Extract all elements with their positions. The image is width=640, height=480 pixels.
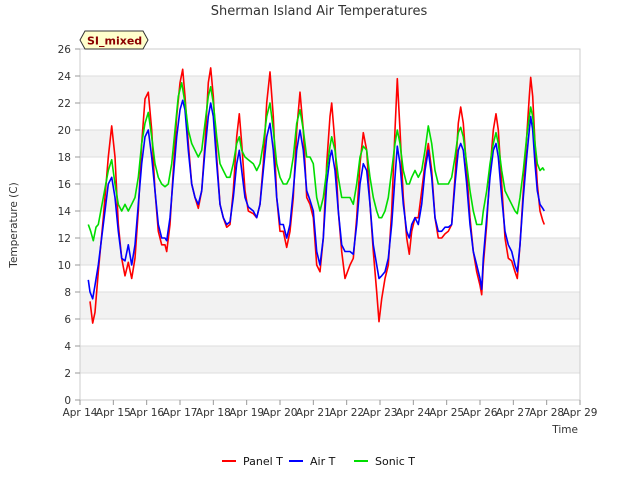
series-line-sonic-t <box>87 82 545 242</box>
x-tick-label: Apr 14 <box>63 407 98 419</box>
series-line-air-t <box>87 99 545 300</box>
y-tick-label: 6 <box>64 314 71 326</box>
x-tick-label: Apr 27 <box>496 407 531 419</box>
x-tick-label: Apr 19 <box>229 407 264 419</box>
x-tick-label: Apr 15 <box>96 407 131 419</box>
y-tick-label: 0 <box>64 395 71 407</box>
series-line-panel-t <box>89 67 546 324</box>
grid-band <box>80 346 580 373</box>
y-tick-label: 14 <box>58 206 72 218</box>
series-lines <box>87 67 546 324</box>
plot-frame <box>79 48 581 401</box>
x-tick-label: Apr 24 <box>396 407 431 419</box>
legend-label: Air T <box>310 455 336 468</box>
x-tick-label: Apr 20 <box>263 407 298 419</box>
grid-band <box>80 184 580 211</box>
grid-band <box>80 76 580 103</box>
y-tick-label: 4 <box>64 341 71 353</box>
chart-title: Sherman Island Air Temperatures <box>211 4 428 19</box>
x-tick-label: Apr 17 <box>163 407 198 419</box>
site-badge: SI_mixed <box>79 30 149 50</box>
legend-label: Panel T <box>243 455 283 468</box>
x-tick-label: Apr 26 <box>463 407 498 419</box>
y-axis-label: Temperature (C) <box>8 182 20 268</box>
y-tick-label: 10 <box>58 260 71 272</box>
x-tick-label: Apr 29 <box>563 407 598 419</box>
x-axis-label: Time <box>551 424 578 436</box>
x-tick-label: Apr 25 <box>429 407 464 419</box>
legend-label: Sonic T <box>375 455 415 468</box>
x-tick-label: Apr 23 <box>363 407 398 419</box>
y-tick-label: 26 <box>58 44 72 56</box>
y-tick-label: 18 <box>58 152 71 164</box>
badge-text: SI_mixed <box>87 35 142 48</box>
grid-band <box>80 292 580 319</box>
x-tick-label: Apr 21 <box>296 407 331 419</box>
legend: Panel T Air T Sonic T <box>222 455 415 468</box>
y-tick-label: 2 <box>64 368 71 380</box>
y-tick-label: 8 <box>64 287 71 299</box>
grid-band <box>80 238 580 265</box>
x-tick-label: Apr 18 <box>196 407 231 419</box>
x-tick-label: Apr 16 <box>129 407 164 419</box>
y-tick-label: 20 <box>58 125 71 137</box>
x-tick-label: Apr 28 <box>529 407 564 419</box>
y-tick-label: 12 <box>58 233 71 245</box>
y-tick-label: 24 <box>58 71 72 83</box>
y-tick-label: 22 <box>58 98 71 110</box>
badge-shape <box>79 30 149 50</box>
y-tick-label: 16 <box>58 179 72 191</box>
x-tick-label: Apr 22 <box>329 407 364 419</box>
